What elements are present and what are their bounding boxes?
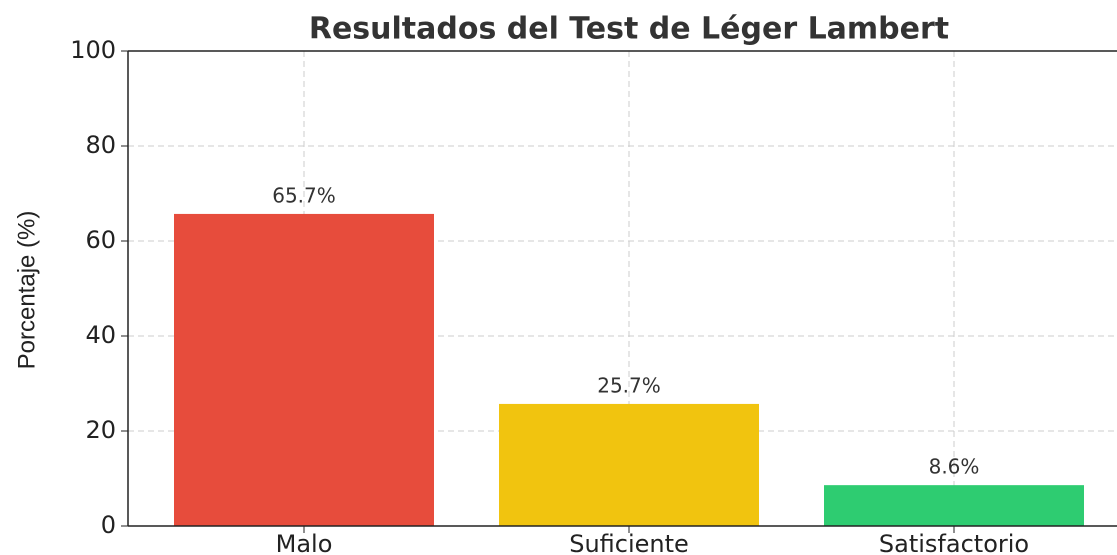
y-tick-label: 40 xyxy=(85,321,116,349)
y-tick-label: 0 xyxy=(101,511,116,539)
y-axis-label: Porcentaje (%) xyxy=(13,211,40,370)
bar xyxy=(824,485,1084,526)
data-label: 25.7% xyxy=(597,373,661,397)
bar xyxy=(499,403,759,526)
x-tick-label: Suficiente xyxy=(569,530,689,555)
data-label: 8.6% xyxy=(929,455,980,479)
y-tick-label: 60 xyxy=(85,226,116,254)
x-tick-label: Malo xyxy=(276,530,333,555)
x-tick-label: Satisfactorio xyxy=(879,530,1029,555)
y-tick-label: 20 xyxy=(85,416,116,444)
data-label: 65.7% xyxy=(272,183,336,207)
y-tick-label: 80 xyxy=(85,131,116,159)
bar xyxy=(174,213,434,527)
chart-title: Resultados del Test de Léger Lambert xyxy=(309,12,949,47)
y-tick-label: 100 xyxy=(70,36,116,64)
